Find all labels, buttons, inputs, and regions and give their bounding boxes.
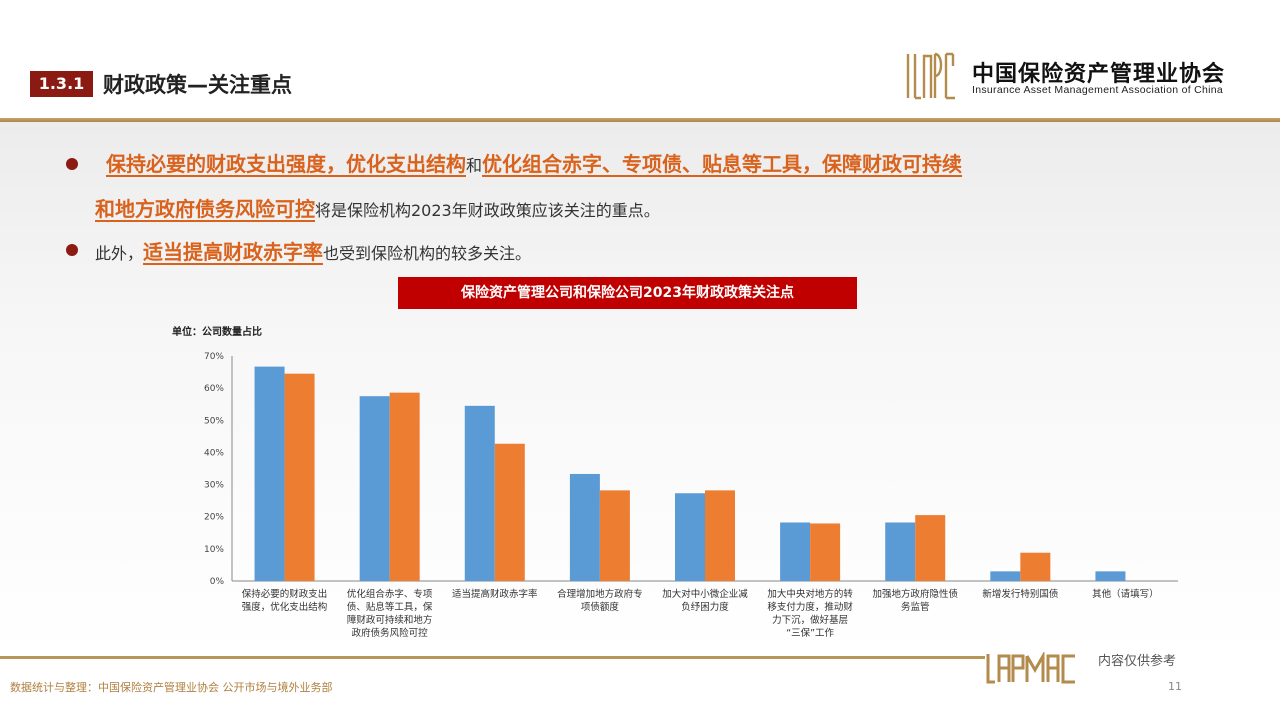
y-tick-label: 70% (204, 352, 224, 362)
highlight-text: 适当提高财政赤字率 (143, 240, 324, 264)
highlight-text: 优化组合赤字、专项债、贴息等工具，保障财政可持续 (482, 152, 963, 176)
category-label: 务监管 (901, 601, 930, 613)
bar-series-1 (885, 522, 916, 581)
bar-series-2 (705, 490, 735, 581)
bar-series-1 (780, 522, 811, 581)
bullet-1-line-2: 和地方政府债务风险可控将是保险机构2023年财政政策应该关注的重点。 (95, 193, 660, 222)
bar-series-2 (915, 515, 946, 581)
body-text: 此外， (95, 244, 144, 263)
y-tick-label: 10% (204, 545, 224, 555)
bar-series-2 (599, 490, 630, 581)
bar-series-1 (675, 493, 705, 581)
unit-label: 单位：公司数量占比 (172, 327, 262, 338)
bar-series-1 (254, 366, 285, 581)
bar-series-2 (284, 373, 315, 581)
footer-logo-icon (986, 652, 1075, 684)
section-title: 财政政策—关注重点 (103, 73, 292, 97)
header-divider (0, 118, 1280, 122)
logo-chinese-name: 中国保险资产管理业协会 (972, 62, 1226, 87)
connector-text: 和 (466, 156, 483, 175)
logo-english-name: Insurance Asset Management Association o… (972, 84, 1224, 96)
category-label: 力下沉，做好基层 (772, 614, 848, 626)
y-tick-label: 40% (204, 448, 224, 458)
category-label: 项债额度 (581, 601, 620, 613)
reference-note: 内容仅供参考 (1098, 654, 1177, 669)
y-tick-label: 0% (210, 577, 225, 587)
category-label: 保持必要的财政支出 (242, 588, 328, 600)
bullet-2: 此外，适当提高财政赤字率也受到保险机构的较多关注。 (95, 236, 531, 265)
y-tick-label: 60% (204, 384, 224, 394)
bar-series-2 (494, 443, 525, 581)
category-label: 强度，优化支出结构 (242, 601, 328, 613)
highlight-text: 和地方政府债务风险可控 (95, 197, 315, 221)
highlight-text: 保持必要的财政支出强度，优化支出结构 (106, 152, 466, 176)
bar-series-2 (389, 392, 420, 581)
content-background (0, 122, 1280, 658)
category-label: 加大中央对地方的转 (767, 588, 853, 600)
chart-title: 保险资产管理公司和保险公司2023年财政政策关注点 (398, 277, 857, 309)
category-label: 加大对中小微企业减 (662, 588, 748, 600)
bar-series-1 (1095, 571, 1126, 581)
body-text: 也受到保险机构的较多关注。 (323, 244, 532, 263)
slide-header: 1.3.1 财政政策—关注重点 中国保险资产管理业协会 Insurance As… (0, 0, 1280, 122)
y-tick-label: 50% (204, 416, 224, 426)
bullet-dot (66, 244, 78, 256)
bar-series-1 (569, 473, 600, 581)
category-label: 债、贴息等工具，保 (347, 601, 433, 613)
footer-divider (0, 656, 985, 659)
page-number: 11 (1168, 680, 1182, 693)
bar-series-1 (464, 405, 495, 581)
category-label: 障财政可持续和地方 (347, 614, 433, 626)
bar-series-2 (810, 523, 841, 581)
bar-series-1 (359, 396, 390, 581)
category-label: 新增发行特别国债 (982, 588, 1059, 600)
y-tick-label: 30% (204, 481, 224, 491)
bar-series-1 (990, 571, 1021, 581)
data-source: 数据统计与整理：中国保险资产管理业协会 公开市场与境外业务部 (10, 681, 333, 694)
association-logo-icon (906, 52, 955, 100)
category-label: 加强地方政府隐性债 (872, 588, 958, 600)
category-label: 优化组合赤字、专项 (347, 588, 433, 600)
category-label: 适当提高财政赤字率 (452, 588, 538, 600)
body-text: 将是保险机构2023年财政政策应该关注的重点。 (315, 201, 660, 220)
bar-chart: 0% 10% 20% 30% 40% 50% 60% 70% 保持必要的财政支出强度，优化支出结… (204, 352, 1178, 639)
section-number-badge: 1.3.1 (30, 71, 93, 97)
category-label: 其他（请填写） (1092, 588, 1159, 600)
bullet-1-line-1: 保持必要的财政支出强度，优化支出结构和优化组合赤字、专项债、贴息等工具，保障财政… (106, 148, 962, 177)
category-label: “三保”工作 (786, 627, 834, 639)
bullet-dot (66, 158, 78, 170)
category-label: 移支付力度，推动财 (767, 601, 853, 613)
category-label: 负纾困力度 (681, 601, 729, 613)
category-label: 政府债务风险可控 (352, 627, 429, 639)
category-label: 合理增加地方政府专 (557, 588, 643, 600)
y-tick-label: 20% (204, 513, 224, 523)
bar-series-2 (1020, 552, 1051, 581)
